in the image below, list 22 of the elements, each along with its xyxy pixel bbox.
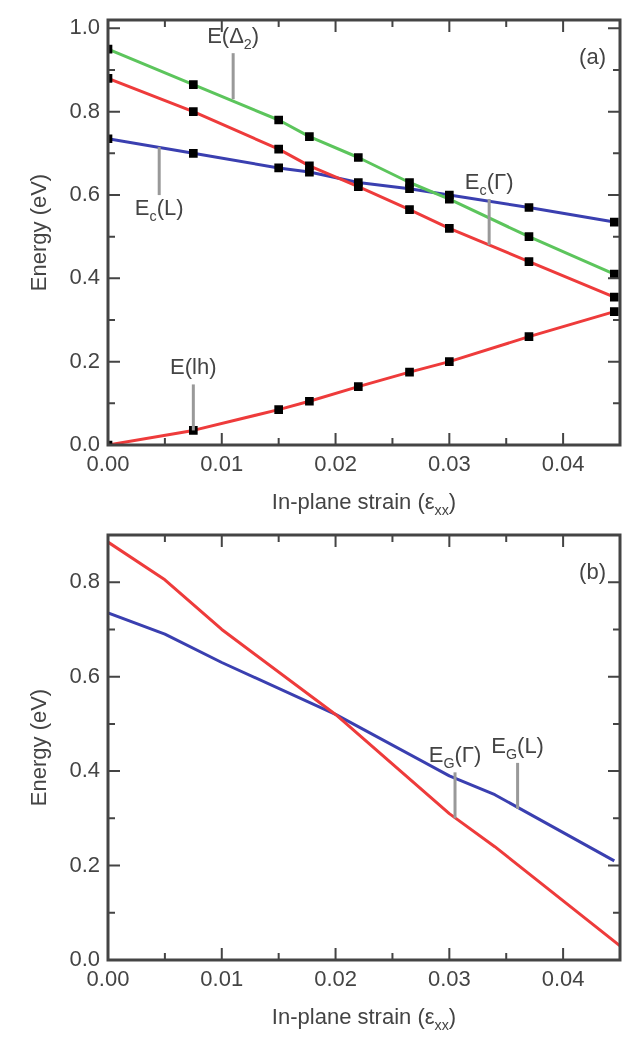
x-tick-label: 0.02 — [314, 966, 357, 992]
y-axis-title: Energy (eV) — [26, 173, 52, 292]
y-tick-label: 0.6 — [69, 662, 101, 688]
x-tick-label: 0.04 — [541, 451, 585, 477]
y-tick-label: 1.0 — [69, 14, 101, 40]
y-tick-label: 0.6 — [69, 181, 101, 207]
y-tick-label: 0.8 — [69, 568, 101, 594]
annotation: E(lh) — [170, 354, 217, 380]
x-tick-label: 0.01 — [200, 966, 244, 992]
y-tick-label: 0.4 — [69, 757, 101, 783]
x-tick-label: 0.04 — [541, 966, 585, 992]
x-tick-label: 0.01 — [200, 451, 244, 477]
x-tick-label: 0.03 — [427, 451, 471, 477]
x-tick-label: 0.02 — [314, 451, 357, 477]
y-tick-label: 0.8 — [69, 97, 101, 123]
annotation: (a) — [579, 44, 606, 70]
y-tick-label: 0.2 — [69, 347, 101, 373]
x-tick-label: 0.03 — [427, 966, 471, 992]
y-tick-label: 0.2 — [69, 851, 101, 877]
annotation: (b) — [579, 559, 606, 585]
y-axis-title: Energy (eV) — [26, 688, 52, 807]
y-tick-label: 0.4 — [69, 264, 101, 290]
